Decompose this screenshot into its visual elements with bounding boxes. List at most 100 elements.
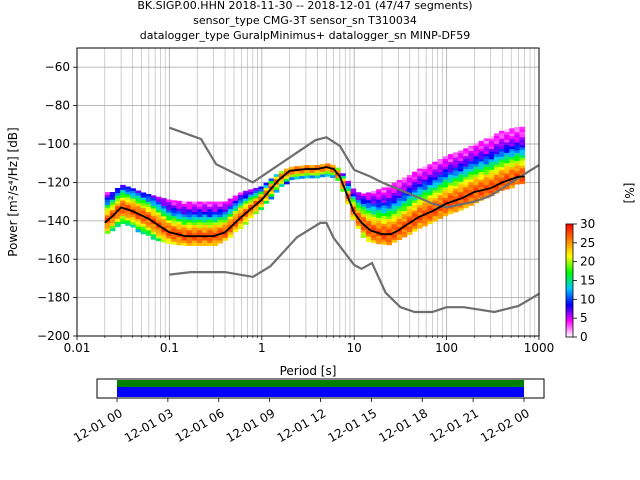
density-cell	[458, 192, 464, 195]
density-cell	[381, 195, 387, 198]
density-cell	[381, 202, 387, 206]
density-cell	[463, 179, 469, 183]
density-cell	[181, 243, 188, 246]
density-cell	[478, 174, 485, 178]
density-cell	[196, 206, 203, 210]
density-cell	[417, 194, 423, 198]
density-cell	[381, 200, 387, 204]
density-cell	[207, 225, 213, 228]
density-cell	[386, 190, 392, 194]
density-cell	[412, 202, 418, 206]
density-cell	[478, 156, 485, 160]
density-cell	[125, 194, 131, 198]
density-cell	[109, 223, 116, 226]
density-cell	[509, 167, 515, 171]
density-cell	[499, 154, 505, 158]
density-cell	[401, 206, 408, 209]
density-cell	[161, 234, 167, 238]
density-cell	[202, 204, 208, 207]
density-cell	[437, 200, 444, 204]
density-cell	[427, 179, 433, 183]
density-cell	[191, 217, 198, 220]
density-cell	[376, 236, 382, 239]
x-tick-label: 1000	[524, 341, 555, 355]
density-cell	[258, 196, 264, 200]
density-cell	[115, 203, 121, 207]
density-cell	[222, 227, 229, 231]
density-cell	[406, 229, 413, 233]
density-cell	[493, 164, 500, 168]
density-cell	[115, 198, 121, 202]
density-cell	[437, 177, 444, 180]
density-cell	[417, 217, 423, 221]
density-cell	[243, 219, 249, 223]
density-cell	[212, 227, 218, 231]
density-cell	[176, 211, 183, 215]
colorbar-tick-label: 30	[580, 217, 595, 231]
density-cell	[125, 202, 131, 205]
density-cell	[360, 229, 367, 233]
density-cell	[135, 229, 142, 233]
colorbar	[565, 223, 574, 338]
density-cell	[196, 222, 203, 226]
density-cell	[447, 190, 454, 194]
density-cell	[156, 220, 162, 223]
density-cell	[509, 169, 515, 173]
density-cell	[186, 232, 193, 236]
density-cell	[386, 203, 392, 207]
density-cell	[120, 187, 126, 191]
density-cell	[422, 168, 428, 172]
density-cell	[422, 181, 428, 185]
density-cell	[437, 210, 444, 214]
density-cell	[447, 195, 454, 199]
density-cell	[130, 188, 136, 192]
density-cell	[437, 187, 444, 191]
y-tick-label: −100	[37, 137, 70, 151]
density-cell	[248, 194, 254, 198]
density-cell	[458, 179, 464, 182]
density-cell	[401, 200, 408, 204]
time-tick-label: 12-01 21	[427, 406, 481, 445]
density-cell	[376, 233, 382, 237]
density-cell	[150, 226, 157, 230]
density-cell	[432, 190, 439, 194]
density-cell	[125, 189, 131, 192]
density-cell	[365, 231, 372, 235]
density-cell	[371, 240, 377, 244]
density-cell	[381, 239, 387, 243]
density-cell	[386, 234, 392, 238]
density-cell	[509, 164, 515, 168]
density-cell	[437, 192, 444, 196]
density-cell	[248, 191, 254, 195]
density-cell	[258, 191, 264, 195]
density-cell	[278, 173, 285, 177]
density-cell	[222, 222, 229, 226]
density-cell	[140, 231, 147, 235]
density-cell	[488, 172, 495, 176]
density-cell	[237, 205, 244, 209]
density-cell	[453, 167, 459, 171]
density-cell	[176, 206, 183, 209]
density-cell	[120, 184, 126, 188]
plot-frame	[76, 47, 540, 337]
density-cell	[217, 201, 223, 205]
density-cell	[360, 196, 367, 199]
density-cell	[355, 200, 362, 203]
density-cell	[396, 180, 403, 183]
density-cell	[488, 169, 495, 173]
density-cell	[166, 235, 172, 239]
density-cell	[417, 178, 423, 182]
density-cell	[156, 201, 162, 205]
density-cell	[458, 166, 464, 169]
colorbar-tick-label: 25	[580, 236, 595, 250]
density-cell	[371, 237, 377, 241]
density-cell	[493, 172, 500, 176]
density-cell	[422, 205, 428, 209]
density-cell	[217, 238, 223, 241]
density-cell	[335, 175, 341, 179]
density-cell	[488, 146, 495, 150]
density-cell	[227, 214, 234, 217]
density-cell	[360, 214, 367, 218]
density-cell	[473, 151, 480, 154]
density-cell	[437, 169, 444, 173]
